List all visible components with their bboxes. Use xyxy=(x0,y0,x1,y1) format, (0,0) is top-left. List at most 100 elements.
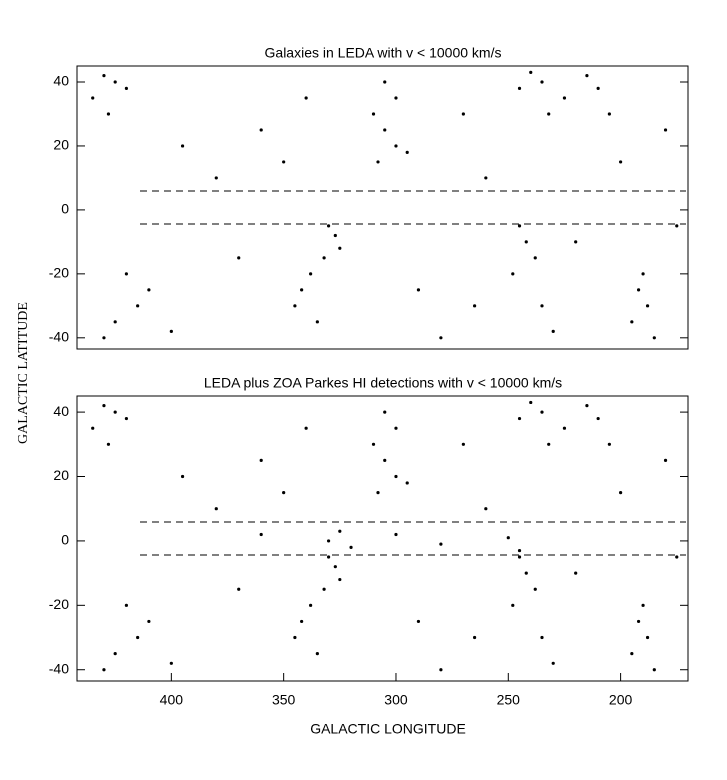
galaxy-point xyxy=(596,86,600,90)
galaxy-point xyxy=(517,224,522,228)
galaxy-point xyxy=(405,481,409,485)
galaxy-point xyxy=(180,144,185,148)
galaxy-point xyxy=(147,288,151,292)
galaxy-point xyxy=(675,555,679,559)
galaxy-point xyxy=(304,96,308,100)
galaxy-point xyxy=(113,320,117,324)
y-tick-label: 40 xyxy=(53,403,69,419)
galaxy-point xyxy=(517,416,522,421)
galaxy-point xyxy=(517,548,522,553)
y-tick-label: -20 xyxy=(49,265,69,281)
galaxy-point xyxy=(383,410,387,414)
galaxy-point xyxy=(102,336,106,340)
galaxy-point xyxy=(237,256,241,260)
galaxy-point xyxy=(102,73,106,78)
galaxy-point xyxy=(169,661,173,665)
galaxy-point xyxy=(551,329,555,334)
galaxy-point xyxy=(147,619,151,624)
galaxy-point xyxy=(636,288,641,292)
y-tick-label: -40 xyxy=(49,660,69,676)
galaxy-point xyxy=(562,426,567,430)
galaxy-point xyxy=(309,272,313,276)
galaxy-point xyxy=(383,128,387,132)
galaxy-point xyxy=(540,635,544,640)
galaxy-point xyxy=(214,176,218,180)
galaxy-point xyxy=(326,224,331,228)
x-tick-label: 300 xyxy=(384,692,408,708)
galaxy-point xyxy=(585,73,589,78)
galaxy-point xyxy=(124,272,129,276)
galaxy-point xyxy=(533,587,537,591)
galaxy-point xyxy=(547,112,551,116)
y-tick-label: 40 xyxy=(53,73,69,89)
galaxy-point xyxy=(645,304,650,308)
galaxy-point xyxy=(237,587,241,591)
y-tick-label: -40 xyxy=(49,329,69,345)
galaxy-point xyxy=(405,150,409,154)
galaxy-point xyxy=(675,224,679,228)
galaxy-point xyxy=(259,128,263,132)
galaxy-point xyxy=(645,635,650,640)
galaxy-point xyxy=(102,668,106,672)
galaxy-point xyxy=(394,532,398,537)
galaxy-point xyxy=(136,304,140,308)
galaxy-point xyxy=(383,458,387,463)
galaxy-point xyxy=(333,565,337,569)
galaxy-point xyxy=(300,288,304,292)
galaxy-point xyxy=(540,80,544,84)
galaxy-point xyxy=(326,555,331,559)
galaxy-point xyxy=(511,603,515,607)
galaxy-point xyxy=(124,603,129,607)
galaxy-point xyxy=(394,426,398,430)
galaxy-point xyxy=(338,529,342,533)
galaxy-point xyxy=(214,507,218,511)
galaxy-point xyxy=(524,571,528,575)
y-tick-label: -20 xyxy=(49,596,69,612)
galaxy-point xyxy=(663,128,668,132)
galaxy-point xyxy=(338,577,342,582)
galaxy-point xyxy=(533,256,537,260)
galaxy-point xyxy=(607,112,611,116)
galaxy-point xyxy=(124,86,129,90)
galaxy-point xyxy=(551,661,555,665)
galaxy-point xyxy=(439,542,443,546)
galaxy-point xyxy=(562,96,567,100)
galaxy-point xyxy=(371,442,376,446)
galaxy-point xyxy=(383,80,387,84)
x-tick-label: 200 xyxy=(609,692,633,708)
x-tick-label: 250 xyxy=(497,692,521,708)
galaxy-point xyxy=(517,86,522,90)
galaxy-point xyxy=(169,329,173,334)
galaxy-point xyxy=(416,619,421,624)
galaxy-point xyxy=(376,491,380,495)
galaxy-point xyxy=(439,336,443,340)
galaxy-point xyxy=(113,80,117,84)
galaxy-point xyxy=(304,426,308,430)
galaxy-point xyxy=(439,668,443,672)
galaxy-point xyxy=(180,474,185,479)
galaxy-point xyxy=(630,320,634,324)
galaxy-point xyxy=(322,256,326,260)
galaxy-point xyxy=(529,70,533,74)
galaxy-point xyxy=(524,240,528,244)
galaxy-point xyxy=(371,112,376,116)
galaxy-point xyxy=(472,635,477,640)
galaxy-point xyxy=(394,474,398,479)
galaxy-point xyxy=(540,304,544,308)
galaxy-point xyxy=(636,619,641,624)
galaxy-point xyxy=(282,160,286,164)
panel-frame xyxy=(76,395,689,682)
galaxy-point xyxy=(641,603,645,607)
galaxy-point xyxy=(461,442,465,446)
galaxy-point xyxy=(472,304,477,308)
galaxy-point xyxy=(124,416,129,421)
galaxy-point xyxy=(596,416,600,421)
zoa-boundary xyxy=(140,521,686,556)
galaxy-point xyxy=(349,545,353,549)
galaxy-point xyxy=(309,603,313,607)
galaxy-point xyxy=(619,491,623,495)
galaxy-point xyxy=(529,400,533,405)
galaxy-point xyxy=(293,635,297,640)
galaxy-point xyxy=(619,160,623,164)
